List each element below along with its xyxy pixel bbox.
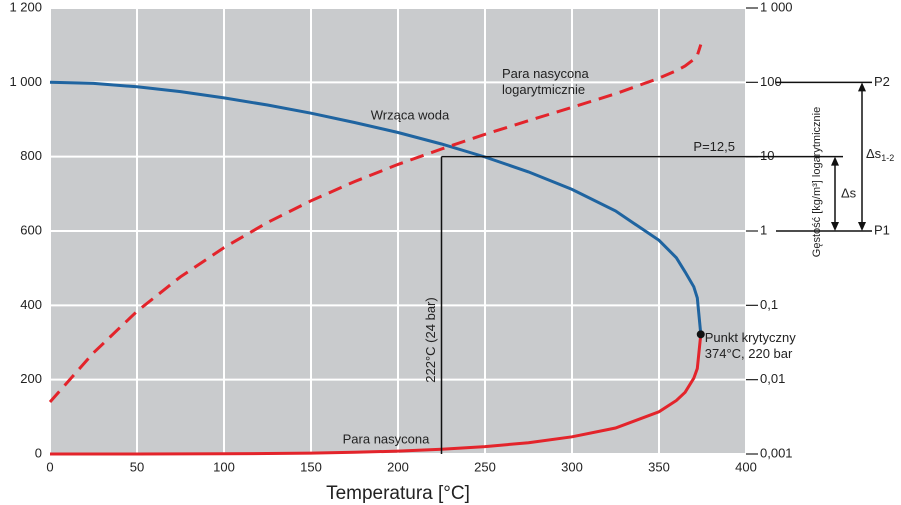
x-tick-label: 150 bbox=[300, 459, 322, 474]
critical-point bbox=[696, 330, 705, 339]
arrow-head bbox=[858, 82, 866, 92]
level-label: P2 bbox=[874, 74, 890, 89]
arrow-head bbox=[858, 222, 866, 231]
x-axis-title: Temperatura [°C] bbox=[326, 483, 470, 504]
reference-label: P=12,5 bbox=[693, 139, 735, 154]
y2-tick-label: 0,01 bbox=[760, 371, 785, 386]
reference-x-label: 222°C (24 bar) bbox=[423, 297, 438, 382]
delta-s-label: Δs bbox=[841, 185, 857, 200]
y-tick-label: 400 bbox=[20, 297, 42, 312]
y2-axis-title: Gęstość [kg/m³] logarytmicznie bbox=[811, 107, 823, 257]
delta-s12-label: Δs1-2 bbox=[866, 146, 894, 163]
series-label: Para nasycona bbox=[343, 431, 430, 446]
x-tick-label: 400 bbox=[735, 459, 757, 474]
x-tick-label: 250 bbox=[474, 459, 496, 474]
critical-label: Punkt krytyczny bbox=[705, 330, 797, 345]
level-label: P1 bbox=[874, 222, 890, 237]
y2-tick-label: 10 bbox=[760, 148, 774, 163]
x-tick-label: 200 bbox=[387, 459, 409, 474]
y2-tick-label: 0,001 bbox=[760, 445, 793, 460]
x-tick-label: 350 bbox=[648, 459, 670, 474]
series-label: Para nasycona logarytmicznie bbox=[502, 66, 589, 97]
series-line bbox=[49, 80, 703, 335]
y-tick-label: 800 bbox=[20, 148, 42, 163]
y-tick-label: 600 bbox=[20, 222, 42, 237]
y2-tick-label: 0,1 bbox=[760, 297, 778, 312]
x-tick-label: 0 bbox=[46, 459, 53, 474]
x-tick-label: 50 bbox=[130, 459, 144, 474]
arrow-head bbox=[831, 156, 839, 166]
delta-s12-sub: 1-2 bbox=[881, 153, 894, 163]
series-line bbox=[50, 334, 703, 456]
y2-tick-label: 1 bbox=[760, 222, 767, 237]
series-label: Wrząca woda bbox=[371, 107, 450, 122]
y-tick-label: 200 bbox=[20, 371, 42, 386]
y2-tick-label: 100 bbox=[760, 74, 782, 89]
y-tick-label: 1 200 bbox=[9, 0, 42, 14]
series-line bbox=[48, 44, 703, 403]
delta-s12-main: Δs bbox=[866, 146, 882, 161]
critical-sublabel: 374°C, 220 bar bbox=[705, 346, 793, 361]
y-tick-label: 1 000 bbox=[9, 74, 42, 89]
x-tick-label: 100 bbox=[213, 459, 235, 474]
x-tick-label: 300 bbox=[561, 459, 583, 474]
y-tick-label: 0 bbox=[35, 445, 42, 460]
y2-tick-label: 1 000 bbox=[760, 0, 793, 14]
arrow-head bbox=[831, 222, 839, 231]
